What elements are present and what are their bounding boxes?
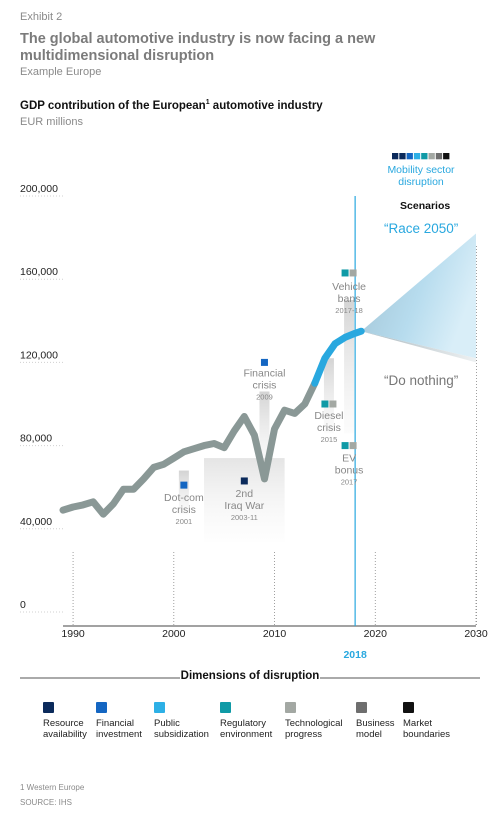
dimension-swatch (220, 702, 231, 713)
chart-title-main: GDP contribution of the European (20, 99, 206, 112)
dimensions-title: Dimensions of disruption (180, 670, 320, 682)
event-marker (349, 442, 357, 450)
dimension-label: boundaries (403, 729, 451, 740)
highlight-2018-label: 2018 (343, 649, 367, 661)
event-year: 2001 (176, 517, 193, 526)
event-label: 2nd Iraq War (224, 488, 264, 512)
event-label: EV bonus (335, 453, 364, 477)
dimension-swatch (356, 702, 367, 713)
mobility-label: Mobility sector disruption (387, 164, 455, 188)
event-year: 2017 (341, 478, 358, 487)
dimension-swatch (96, 702, 107, 713)
dimension-label: Financial (96, 718, 135, 729)
x-tick-label: 2030 (464, 628, 488, 640)
subhead: Example Europe (20, 66, 102, 78)
chart-title-footnote-ref: 1 (205, 99, 210, 106)
mobility-marker (413, 153, 421, 160)
event-marker (349, 269, 357, 277)
dimension-swatch (285, 702, 296, 713)
event-bar (259, 391, 270, 467)
x-tick-label: 2010 (263, 628, 287, 640)
history-series-line (59, 379, 319, 518)
event-year: 2015 (321, 435, 338, 444)
event-label: Financial crisis (243, 367, 285, 391)
x-tick-label: 2020 (364, 628, 388, 640)
y-tick-label: 160,000 (20, 266, 58, 278)
headline: The global automotive industry is now fa… (20, 31, 376, 64)
event-marker (260, 358, 268, 366)
recent-series-line (311, 327, 365, 387)
event-bar (178, 470, 189, 515)
dimension-label: Regulatory (220, 718, 266, 729)
dimension-item: Business model (356, 702, 426, 740)
event-marker (321, 400, 329, 408)
vehicle-bans-bar (344, 300, 355, 434)
dimension-label: environment (220, 729, 273, 740)
dimensions-rule (20, 677, 480, 679)
dimension-label: Business (356, 718, 395, 729)
race-2050-cone (361, 233, 476, 359)
dimension-label: availability (43, 729, 87, 740)
y-tick-label: 200,000 (20, 183, 58, 195)
do-nothing-label: “Do nothing” (384, 373, 458, 388)
chart-title: GDP contribution of the European1 automo… (20, 99, 323, 112)
event-year: 2017-18 (335, 306, 363, 315)
mobility-marker (392, 153, 399, 160)
dimension-label: Technological (285, 718, 343, 729)
dimension-item: Regulatory environment (220, 702, 290, 740)
dimension-label: progress (285, 729, 322, 740)
y-tick-label: 120,000 (20, 349, 58, 361)
mobility-marker (435, 153, 443, 160)
x-tick-label: 2000 (162, 628, 186, 640)
iraq-war-band (204, 458, 285, 542)
dimension-label: Market (403, 718, 433, 729)
event-marker (341, 442, 349, 450)
mobility-marker (421, 153, 428, 160)
event-year: 2003-11 (231, 513, 258, 522)
gdp-chart: 0 40,000 80,000 120,000 160,000 200,000 1990 20… (20, 153, 488, 661)
chart-title-rest: automotive industry (209, 99, 323, 112)
dimension-label: Public (154, 718, 180, 729)
dimension-swatch (154, 702, 165, 713)
dimension-label: model (356, 729, 382, 740)
dimension-item: Market boundaries (403, 702, 473, 740)
dimension-item: Technological progress (285, 702, 355, 740)
event-label: Dot-com crisis (164, 492, 204, 516)
event-marker (341, 269, 349, 277)
event-bar (323, 358, 334, 434)
do-nothing-cone (361, 331, 476, 363)
race-2050-label: “Race 2050” (384, 221, 458, 236)
mobility-marker (399, 153, 406, 160)
event-marker (180, 481, 188, 489)
event-label: Diesel crisis (314, 410, 343, 434)
dimension-item: Public subsidization (154, 702, 224, 740)
source: SOURCE: IHS (20, 798, 73, 807)
chart-unit: EUR millions (20, 116, 83, 128)
mobility-marker (428, 153, 435, 160)
dimension-label: subsidization (154, 729, 209, 740)
event-marker (329, 400, 337, 408)
footnote: 1 Western Europe (20, 783, 85, 792)
event-label: Vehicle bans (332, 281, 366, 305)
y-tick-label: 0 (20, 599, 26, 611)
dimension-swatch (43, 702, 54, 713)
dimension-label: Resource (43, 718, 84, 729)
mobility-marker (443, 153, 450, 160)
event-year: 2009 (256, 392, 273, 401)
dimension-swatch (403, 702, 414, 713)
x-tick-label: 1990 (61, 628, 85, 640)
dimension-item: Resource availability (43, 702, 113, 740)
dimension-label: investment (96, 729, 142, 740)
event-marker (240, 477, 248, 485)
y-tick-label: 40,000 (20, 516, 52, 528)
y-tick-label: 80,000 (20, 433, 52, 445)
scenarios-title: Scenarios (400, 200, 450, 212)
mobility-marker (406, 153, 413, 160)
dimension-item: Financial investment (96, 702, 166, 740)
exhibit-label: Exhibit 2 (20, 11, 63, 23)
